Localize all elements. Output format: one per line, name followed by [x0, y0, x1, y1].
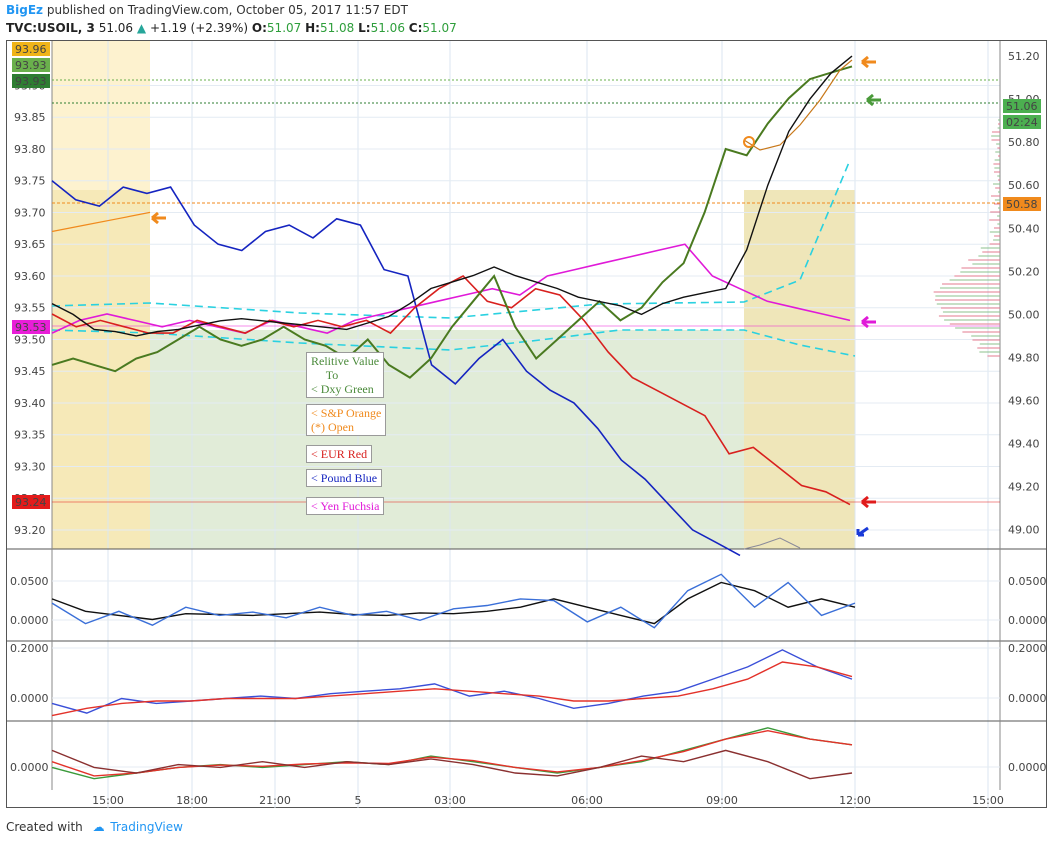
osc-right-tick-label: 0.0500 [1008, 575, 1047, 588]
right-price-badge-label: 02:24 [1006, 116, 1038, 129]
open-marker-icon [744, 137, 754, 147]
right-price-badge-label: 51.06 [1006, 100, 1038, 113]
series-usoil [52, 56, 852, 336]
left-price-badge-label: 93.93 [15, 75, 47, 88]
bg-green-zone [150, 330, 744, 549]
left-tick-label: 93.65 [14, 238, 46, 251]
x-tick-label: 15:00 [972, 794, 1004, 807]
sp-open-arrow-icon [152, 213, 166, 223]
right-price-badge-label: 50.58 [1006, 198, 1038, 211]
osc-right-tick-label: 0.0000 [1008, 692, 1047, 705]
series-yen-fuchsia [52, 244, 850, 333]
x-tick-label: 03:00 [434, 794, 466, 807]
left-price-badge-label: 93.93 [15, 59, 47, 72]
legend-entry: < Pound Blue [306, 469, 382, 487]
right-tick-label: 50.40 [1008, 222, 1040, 235]
tradingview-cloud-icon: ☁ [93, 820, 105, 834]
left-tick-label: 93.20 [14, 524, 46, 537]
left-price-badge-label: 93.96 [15, 43, 47, 56]
created-with-text: Created with [6, 820, 83, 834]
right-tick-label: 50.80 [1008, 136, 1040, 149]
left-price-badge-label: 93.53 [15, 321, 47, 334]
osc-series [52, 750, 852, 778]
right-tick-label: 50.60 [1008, 179, 1040, 192]
left-price-badge-label: 93.24 [15, 496, 47, 509]
x-tick-label: 09:00 [706, 794, 738, 807]
osc-right-tick-label: 0.2000 [1008, 642, 1047, 655]
right-tick-label: 49.80 [1008, 351, 1040, 364]
left-tick-label: 93.70 [14, 206, 46, 219]
yen-arrow-icon [862, 317, 876, 327]
osc-series [52, 583, 855, 624]
osc-left-tick-label: 0.2000 [10, 642, 49, 655]
osc-right-tick-label: 0.0000 [1008, 614, 1047, 627]
osc-series [52, 650, 852, 713]
legend-entry: < Yen Fuchsia [306, 497, 384, 515]
right-tick-label: 51.20 [1008, 50, 1040, 63]
osc-series [52, 662, 852, 716]
left-tick-label: 93.75 [14, 175, 46, 188]
dxy-arrow-icon [867, 95, 881, 105]
x-tick-label: 5 [355, 794, 362, 807]
x-tick-label: 06:00 [571, 794, 603, 807]
left-tick-label: 93.85 [14, 111, 46, 124]
left-tick-label: 93.40 [14, 397, 46, 410]
left-tick-label: 93.80 [14, 143, 46, 156]
left-tick-label: 93.45 [14, 365, 46, 378]
right-tick-label: 49.20 [1008, 481, 1040, 494]
x-tick-label: 12:00 [839, 794, 871, 807]
x-tick-label: 21:00 [259, 794, 291, 807]
legend-entry: < EUR Red [306, 445, 372, 463]
left-tick-label: 93.50 [14, 333, 46, 346]
left-tick-label: 93.30 [14, 460, 46, 473]
osc-left-tick-label: 0.0000 [10, 761, 49, 774]
x-tick-label: 15:00 [92, 794, 124, 807]
sp-arrow-icon [862, 57, 876, 67]
x-tick-label: 18:00 [176, 794, 208, 807]
osc-left-tick-label: 0.0500 [10, 575, 49, 588]
osc-series [52, 731, 852, 776]
left-tick-label: 93.55 [14, 302, 46, 315]
legend-entry: < S&P Orange (*) Open [306, 404, 386, 436]
legend-entry: Relitive Value To < Dxy Green [306, 352, 384, 398]
pound-arrow-icon [858, 528, 868, 535]
footer: Created with ☁ TradingView [6, 820, 183, 834]
right-tick-label: 50.20 [1008, 265, 1040, 278]
osc-right-tick-label: 0.0000 [1008, 761, 1047, 774]
right-tick-label: 49.00 [1008, 524, 1040, 537]
left-tick-label: 93.35 [14, 429, 46, 442]
right-tick-label: 49.60 [1008, 394, 1040, 407]
osc-left-tick-label: 0.0000 [10, 692, 49, 705]
upper-band [52, 160, 850, 318]
osc-left-tick-label: 0.0000 [10, 614, 49, 627]
tradingview-link[interactable]: TradingView [110, 820, 183, 834]
left-tick-label: 93.60 [14, 270, 46, 283]
right-tick-label: 50.00 [1008, 308, 1040, 321]
osc-series [52, 728, 852, 779]
right-tick-label: 49.40 [1008, 438, 1040, 451]
